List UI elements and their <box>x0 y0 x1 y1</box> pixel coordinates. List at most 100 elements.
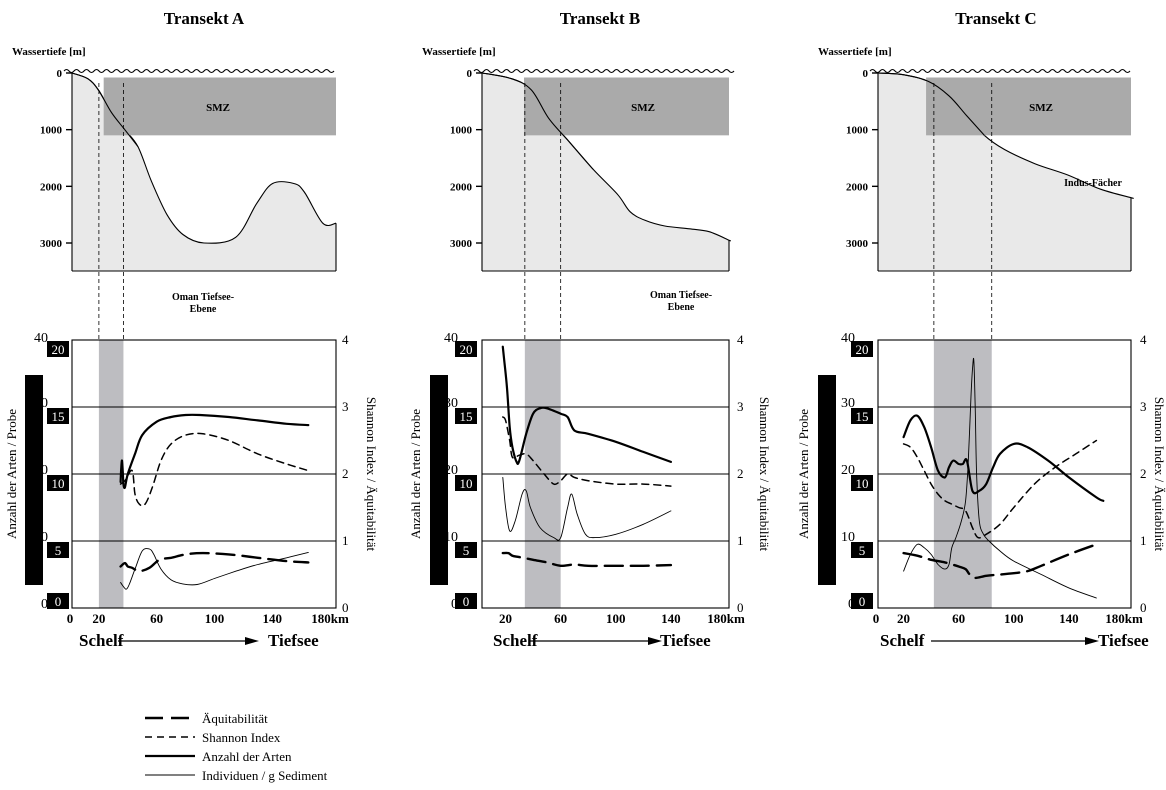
y-tick-label-boxed: 5 <box>55 543 62 558</box>
y-tick-label-boxed: 15 <box>460 409 473 424</box>
x-tick-label: 60 <box>952 611 965 626</box>
series-line-individuen-g-sediment <box>502 476 672 541</box>
y-tick-label-boxed: 0 <box>859 594 866 609</box>
y-tick-label-boxed: 10 <box>460 476 473 491</box>
x-tick-label: 100 <box>205 611 225 626</box>
x-tick-label: 60 <box>554 611 567 626</box>
x-tick-label: 20 <box>897 611 910 626</box>
depth-tick-label: 1000 <box>40 125 63 137</box>
smz-label: SMZ <box>206 102 230 114</box>
y-tick-label-left: 10 <box>841 530 855 545</box>
feature-label: Indus-Fächer <box>1064 178 1122 189</box>
x-tick-label: 20 <box>92 611 105 626</box>
legend-label-arten: Anzahl der Arten <box>202 749 292 764</box>
y-tick-label-right: 3 <box>342 399 349 414</box>
depth-tick-label: 1000 <box>846 125 869 137</box>
y-tick-box <box>47 542 69 558</box>
direction-arrowhead <box>648 637 662 645</box>
y-tick-label-right: 4 <box>737 332 744 347</box>
ylabel-left-2: Individuen / g Sediment (x 1.000) <box>432 386 447 562</box>
y-tick-box <box>455 475 477 491</box>
y-tick-box <box>851 593 873 609</box>
x-start-label: Schelf <box>880 631 925 650</box>
y-tick-label-boxed: 20 <box>460 342 473 357</box>
depth-tick-label: 0 <box>57 68 63 80</box>
y-tick-label-boxed: 20 <box>52 342 65 357</box>
x-tick-label: 180km <box>1105 611 1143 626</box>
depth-tick-label: 3000 <box>450 238 473 250</box>
y-tick-label-boxed: 0 <box>55 594 62 609</box>
depth-tick-label: 3000 <box>40 238 63 250</box>
x-tick-label: 140 <box>1059 611 1079 626</box>
legend-label-shannon: Shannon Index <box>202 730 281 745</box>
ylabel-left-2-box <box>818 375 836 585</box>
bathymetry-slope <box>877 72 985 136</box>
series-line-shannon-index <box>502 416 672 487</box>
y-tick-label-boxed: 15 <box>856 409 869 424</box>
y-tick-label-right: 0 <box>1140 600 1147 615</box>
smz-label: SMZ <box>1029 102 1053 114</box>
x-tick-label: 100 <box>1004 611 1024 626</box>
x-tick-label: 180km <box>707 611 745 626</box>
legend-label-individuen: Individuen / g Sediment <box>202 768 328 783</box>
y-tick-box <box>851 341 873 357</box>
direction-arrowhead <box>245 637 259 645</box>
series-line-individuen-g-sediment <box>120 548 309 590</box>
x-tick-label: 0 <box>873 611 880 626</box>
ylabel-right: Shannon Index / Äquitabilität <box>364 397 379 552</box>
ylabel-left-2-box <box>430 375 448 585</box>
feature-label: Oman Tiefsee- <box>172 292 234 303</box>
y-tick-label-left: 40 <box>34 331 48 346</box>
panel-title: Transekt C <box>955 9 1036 28</box>
series-line-anzahl-der-arten <box>501 345 672 465</box>
y-tick-label-right: 3 <box>1140 399 1147 414</box>
x-tick-label: 0 <box>67 611 74 626</box>
smz-band <box>523 77 729 136</box>
y-tick-box <box>455 593 477 609</box>
depth-axis-label: Wassertiefe [m] <box>422 46 496 58</box>
y-tick-label-boxed: 20 <box>856 342 869 357</box>
depth-tick-label: 2000 <box>450 181 473 193</box>
ylabel-right: Shannon Index / Äquitabilität <box>757 397 772 552</box>
panel-title: Transekt A <box>164 9 245 28</box>
sea-surface <box>63 68 335 74</box>
sea-surface <box>473 68 735 74</box>
y-tick-label-boxed: 10 <box>52 476 65 491</box>
x-tick-label: 60 <box>150 611 163 626</box>
series-line--quitabilit-t <box>501 551 673 568</box>
seafloor-area <box>72 73 336 271</box>
y-tick-label-boxed: 10 <box>856 476 869 491</box>
y-tick-label-left: 0 <box>41 597 48 612</box>
x-start-label: Schelf <box>79 631 124 650</box>
sea-surface <box>869 68 1131 74</box>
bathymetry-slope <box>71 72 139 148</box>
depth-tick-label: 0 <box>863 68 869 80</box>
y-tick-label-left: 30 <box>841 396 855 411</box>
y-tick-box <box>47 341 69 357</box>
y-tick-label-right: 1 <box>1140 533 1147 548</box>
y-tick-label-right: 2 <box>1140 466 1147 481</box>
depth-tick-label: 2000 <box>846 181 869 193</box>
series-line-individuen-g-sediment <box>903 357 1097 599</box>
x-tick-label: 140 <box>262 611 282 626</box>
y-tick-label-right: 0 <box>737 600 744 615</box>
x-tick-label: 140 <box>661 611 681 626</box>
depth-tick-label: 2000 <box>40 181 63 193</box>
ylabel-left-1: Anzahl der Arten / Probe <box>4 409 19 539</box>
legend-label-aequitabilitaet: Äquitabilität <box>202 711 268 726</box>
x-tick-label: 180km <box>311 611 349 626</box>
y-tick-label-left: 0 <box>451 597 458 612</box>
series-line-anzahl-der-arten <box>119 413 310 490</box>
y-tick-label-right: 1 <box>342 533 349 548</box>
depth-tick-label: 1000 <box>450 125 473 137</box>
y-tick-box <box>47 593 69 609</box>
y-tick-box <box>851 475 873 491</box>
y-tick-box <box>851 408 873 424</box>
depth-axis-label: Wassertiefe [m] <box>12 46 86 58</box>
x-tick-label: 100 <box>606 611 626 626</box>
feature-label: Oman Tiefsee- <box>650 290 712 301</box>
y-tick-label-boxed: 5 <box>463 543 470 558</box>
y-tick-label-left: 20 <box>841 463 855 478</box>
